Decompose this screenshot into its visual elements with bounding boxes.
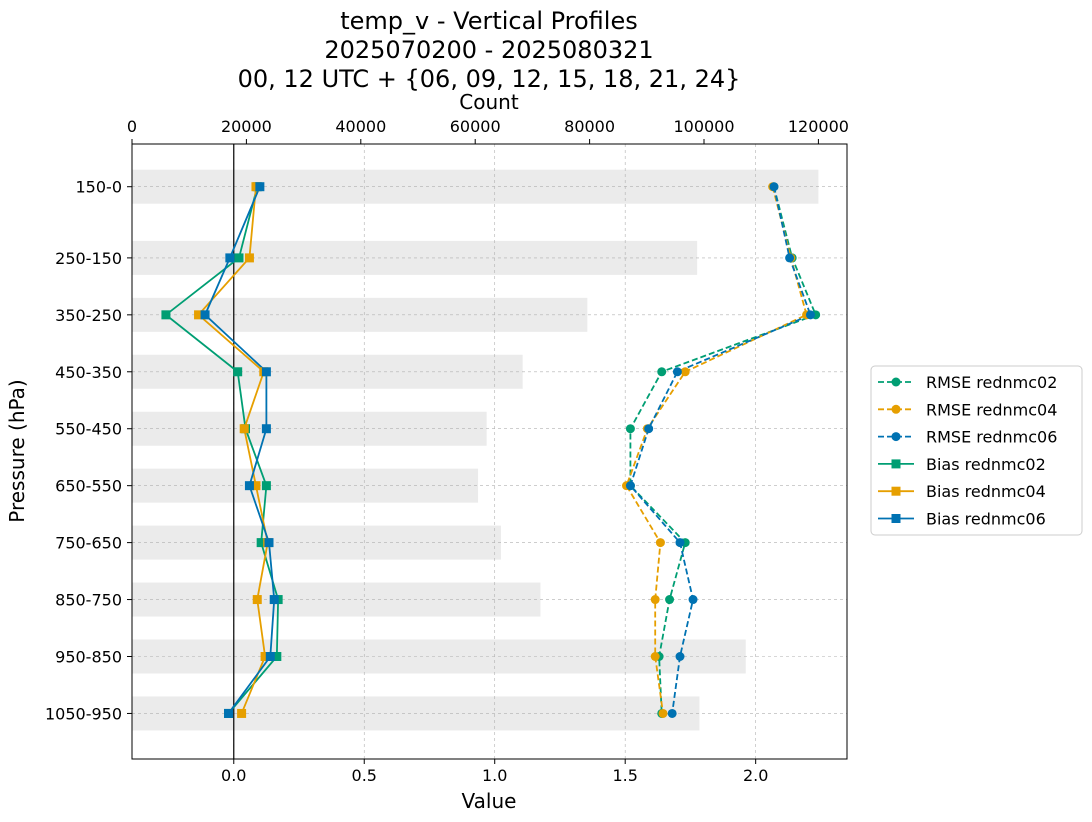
plot-frame xyxy=(131,143,848,760)
legend: RMSE rednmc02 RMSE rednmc04 RMSE rednmc06 B… xyxy=(870,365,1083,536)
rmse-point xyxy=(650,595,660,605)
legend-label: Bias rednmc02 xyxy=(926,455,1046,474)
y-tick-label: 650-550 xyxy=(55,477,122,496)
rmse-point xyxy=(625,424,635,434)
y-tick-label: 250-150 xyxy=(55,249,122,268)
bias-point xyxy=(161,310,171,320)
rmse-point xyxy=(675,538,685,548)
series-line xyxy=(203,186,276,714)
bias-point xyxy=(265,652,275,661)
x-tick-label: 0.5 xyxy=(352,766,377,785)
bias-point xyxy=(269,595,279,605)
legend-marker xyxy=(891,459,901,469)
bias-point xyxy=(224,708,234,718)
rmse-point xyxy=(672,367,682,377)
legend-marker xyxy=(891,486,901,496)
legend-items: RMSE rednmc02 RMSE rednmc04 RMSE rednmc06 B… xyxy=(878,373,1057,529)
x-tick-label: 0.0 xyxy=(221,766,246,785)
y-axis-ticks: 150-0 250-150 350-250 450-350 550-450 650-550… xyxy=(45,178,132,723)
y-tick-label: 350-250 xyxy=(55,306,122,325)
legend-marker xyxy=(891,404,901,414)
bias-point xyxy=(261,367,271,377)
legend-label: Bias rednmc06 xyxy=(926,510,1046,529)
y-axis-label: Pressure (hPa) xyxy=(5,379,29,522)
count-axis-ticks: 0 20000 40000 60000 80000 100000 120000 xyxy=(127,117,849,144)
rmse-point xyxy=(644,424,654,434)
y-tick-label: 150-0 xyxy=(76,178,123,197)
rmse-point xyxy=(625,481,635,491)
bias-point xyxy=(261,481,271,491)
bias-point xyxy=(244,481,254,491)
count-tick-label: 20000 xyxy=(221,117,272,136)
x-tick-label: 2.0 xyxy=(743,766,768,785)
bias-point xyxy=(264,538,274,548)
legend-label: RMSE rednmc02 xyxy=(926,373,1057,392)
legend-label: Bias rednmc04 xyxy=(926,482,1046,501)
bias-point xyxy=(233,367,243,377)
bias-point xyxy=(200,310,210,320)
rmse-point xyxy=(688,595,698,605)
x-axis-ticks: 0.0 0.5 1.0 1.5 2.0 xyxy=(221,759,768,785)
top-x-axis-label: Count xyxy=(459,90,519,114)
bias-point xyxy=(237,708,247,718)
rmse-point xyxy=(675,652,685,661)
rmse-point xyxy=(657,367,667,377)
rmse-point xyxy=(667,708,677,718)
series-line xyxy=(164,186,280,715)
legend-marker xyxy=(891,377,901,387)
bias-point xyxy=(194,310,204,320)
series-line xyxy=(629,186,812,714)
y-tick-label: 550-450 xyxy=(55,420,122,439)
count-tick-label: 40000 xyxy=(335,117,386,136)
x-axis-label: Value xyxy=(462,789,517,813)
bias-point xyxy=(239,424,249,434)
bias-point xyxy=(244,253,254,263)
legend-frame xyxy=(870,365,1083,536)
x-tick-label: 1.5 xyxy=(612,766,637,785)
legend-marker xyxy=(891,432,901,442)
chart-title-line-2: 2025070200 - 2025080321 xyxy=(324,36,653,64)
count-tick-label: 100000 xyxy=(673,117,734,136)
count-tick-label: 120000 xyxy=(788,117,849,136)
legend-label: RMSE rednmc06 xyxy=(926,428,1057,447)
bias-point xyxy=(272,652,282,661)
rmse-point xyxy=(650,652,660,661)
rmse-point xyxy=(805,310,815,320)
rmse-point xyxy=(665,595,675,605)
count-tick-label: 0 xyxy=(127,117,137,136)
bias-point xyxy=(234,253,244,263)
count-tick-label: 80000 xyxy=(564,117,615,136)
legend-label: RMSE rednmc04 xyxy=(926,400,1057,419)
bias-point xyxy=(261,424,271,434)
x-tick-label: 1.0 xyxy=(482,766,507,785)
bias-point xyxy=(260,652,270,661)
bias-point xyxy=(225,253,235,263)
rmse-point xyxy=(658,708,668,718)
chart-title-line-1: temp_v - Vertical Profiles xyxy=(340,7,638,35)
rmse-point xyxy=(680,367,690,377)
legend-marker xyxy=(891,514,901,523)
y-tick-label: 950-850 xyxy=(55,648,122,667)
y-tick-label: 1050-950 xyxy=(45,704,122,723)
bias-point xyxy=(256,538,266,548)
series-layer xyxy=(161,182,821,718)
bias-point xyxy=(252,595,262,605)
series-line xyxy=(197,186,269,714)
series-line xyxy=(625,186,808,714)
rmse-point xyxy=(655,538,665,548)
bias-point xyxy=(255,182,265,192)
y-tick-label: 450-350 xyxy=(55,363,122,382)
bias-point xyxy=(251,481,261,491)
series-line xyxy=(629,186,817,714)
count-tick-label: 60000 xyxy=(450,117,501,136)
rmse-point xyxy=(769,182,779,192)
y-tick-label: 750-650 xyxy=(55,534,122,553)
y-tick-label: 850-750 xyxy=(55,591,122,610)
rmse-point xyxy=(785,253,795,263)
chart-title-line-3: 00, 12 UTC + {06, 09, 12, 15, 18, 21, 24… xyxy=(238,65,741,93)
